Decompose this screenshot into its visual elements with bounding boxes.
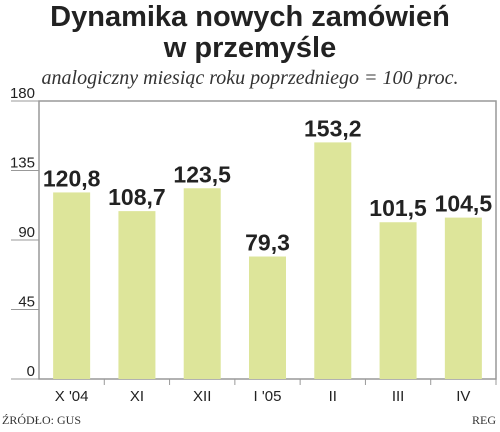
value-label-4: 153,2 — [304, 115, 362, 141]
value-label-6: 104,5 — [435, 191, 493, 217]
bar-0 — [53, 192, 91, 379]
category-label-1: XI — [130, 388, 144, 405]
category-label-4: II — [329, 388, 337, 405]
bar-4 — [314, 142, 352, 379]
bar-5 — [379, 222, 417, 379]
category-label-0: X '04 — [55, 388, 89, 405]
y-tick-label-2: 90 — [18, 224, 35, 241]
chart-subtitle: analogiczny miesiąc roku poprzedniego = … — [41, 67, 459, 89]
bar-6 — [444, 217, 482, 379]
value-label-3: 79,3 — [245, 230, 290, 256]
y-tick-label-1: 45 — [18, 294, 35, 311]
y-tick-label-0: 0 — [27, 363, 35, 380]
author-credit: REG — [472, 413, 496, 427]
category-label-3: I '05 — [254, 388, 282, 405]
value-label-2: 123,5 — [173, 161, 231, 187]
value-label-5: 101,5 — [369, 195, 427, 221]
y-tick-label-3: 135 — [10, 155, 35, 172]
title-line-1: Dynamika nowych zamówień — [50, 1, 450, 33]
chart-title: Dynamika nowych zamówień w przemyśle — [0, 2, 500, 64]
bar-1 — [118, 211, 156, 379]
category-label-5: III — [392, 388, 405, 405]
category-label-6: IV — [456, 388, 470, 405]
value-label-1: 108,7 — [108, 184, 166, 210]
category-label-2: XII — [193, 388, 211, 405]
source-note: ŹRÓDŁO: GUS — [2, 413, 82, 427]
title-line-2: w przemyśle — [163, 32, 337, 64]
value-label-0: 120,8 — [43, 165, 101, 191]
y-tick-label-4: 180 — [10, 85, 35, 102]
bar-3 — [249, 256, 286, 379]
bar-2 — [183, 188, 221, 379]
